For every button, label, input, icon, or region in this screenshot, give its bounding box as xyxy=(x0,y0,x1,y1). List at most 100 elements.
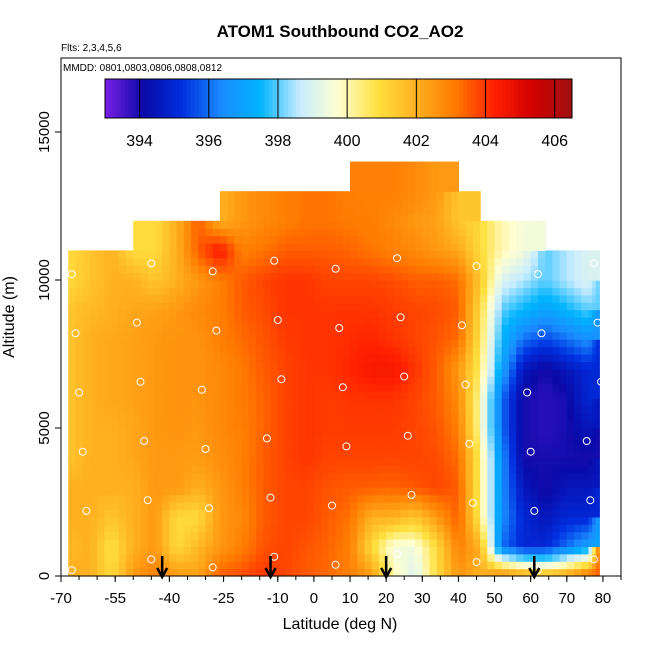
heatmap-cell xyxy=(154,539,163,547)
heatmap-cell xyxy=(501,331,510,340)
heatmap-cell xyxy=(537,257,546,266)
heatmap-cell xyxy=(465,213,474,222)
heatmap-cell xyxy=(566,509,575,518)
heatmap-cell xyxy=(118,250,127,259)
heatmap-cell xyxy=(248,243,257,251)
heatmap-cell xyxy=(487,354,496,362)
heatmap-cell xyxy=(595,398,600,407)
heatmap-cell xyxy=(191,435,199,444)
heatmap-cell xyxy=(516,435,525,444)
heatmap-cell xyxy=(581,553,590,562)
heatmap-cell xyxy=(472,531,481,540)
heatmap-cell xyxy=(480,309,488,318)
heatmap-cell xyxy=(133,294,142,303)
heatmap-cell xyxy=(574,339,582,348)
heatmap-cell xyxy=(191,502,199,510)
heatmap-cell xyxy=(566,494,575,503)
heatmap-cell xyxy=(212,220,221,229)
heatmap-cell xyxy=(494,250,503,259)
heatmap-cell xyxy=(581,361,590,370)
heatmap-cell xyxy=(559,324,568,333)
heatmap-cell xyxy=(328,398,337,407)
heatmap-cell xyxy=(407,309,416,318)
colorbar-swatch xyxy=(171,79,176,118)
heatmap-cell xyxy=(97,531,105,540)
heatmap-cell xyxy=(545,428,553,436)
heatmap-cell xyxy=(198,228,207,237)
heatmap-cell xyxy=(451,435,460,444)
heatmap-cell xyxy=(523,235,532,244)
heatmap-cell xyxy=(89,553,98,562)
heatmap-cell xyxy=(429,442,438,451)
heatmap-cell xyxy=(147,494,156,503)
heatmap-cell xyxy=(111,361,120,370)
heatmap-cell xyxy=(75,294,84,303)
heatmap-cell xyxy=(350,479,358,488)
heatmap-cell xyxy=(422,413,431,422)
heatmap-cell xyxy=(451,442,460,451)
heatmap-cell xyxy=(256,561,264,570)
heatmap-cell xyxy=(545,339,553,348)
heatmap-cell xyxy=(248,457,257,466)
heatmap-cell xyxy=(371,465,380,473)
heatmap-cell xyxy=(429,161,438,170)
heatmap-cell xyxy=(299,191,308,200)
heatmap-cell xyxy=(530,398,539,407)
heatmap-cell xyxy=(133,413,142,422)
heatmap-cell xyxy=(256,450,264,459)
heatmap-cell xyxy=(480,539,488,547)
flights-label: Flts: 2,3,4,5,6 xyxy=(61,43,122,54)
heatmap-cell xyxy=(126,420,134,429)
heatmap-cell xyxy=(436,198,445,207)
heatmap-cell xyxy=(509,235,517,244)
heatmap-cell xyxy=(248,272,257,281)
heatmap-cell xyxy=(422,169,431,177)
heatmap-cell xyxy=(537,435,546,444)
heatmap-cell xyxy=(357,183,366,192)
heatmap-cell xyxy=(592,487,597,496)
heatmap-cell xyxy=(183,472,192,481)
heatmap-cell xyxy=(566,317,575,325)
heatmap-cell xyxy=(574,516,582,525)
heatmap-cell xyxy=(212,472,221,481)
heatmap-cell xyxy=(480,354,488,362)
heatmap-cell xyxy=(198,472,207,481)
heatmap-cell xyxy=(227,442,236,451)
heatmap-cell xyxy=(219,346,228,355)
heatmap-cell xyxy=(285,191,293,200)
heatmap-cell xyxy=(299,265,308,274)
heatmap-cell xyxy=(89,539,98,547)
heatmap-cell xyxy=(415,428,423,436)
heatmap-cell xyxy=(451,213,460,222)
heatmap-cell xyxy=(97,428,105,436)
heatmap-cell xyxy=(68,546,77,555)
heatmap-cell xyxy=(328,287,337,296)
heatmap-cell xyxy=(277,324,286,333)
heatmap-cell xyxy=(350,265,358,274)
heatmap-cell xyxy=(227,361,236,370)
heatmap-cell xyxy=(487,524,496,533)
heatmap-cell xyxy=(118,435,127,444)
heatmap-cell xyxy=(357,539,366,547)
heatmap-cell xyxy=(574,309,582,318)
heatmap-cell xyxy=(104,383,113,392)
colorbar-frame xyxy=(104,78,573,119)
heatmap-cell xyxy=(357,287,366,296)
heatmap-cell xyxy=(487,420,496,429)
heatmap-cell xyxy=(321,553,329,562)
heatmap-cell xyxy=(212,398,221,407)
heatmap-cell xyxy=(530,280,539,288)
sample-point xyxy=(273,316,282,324)
heatmap-cell xyxy=(592,346,597,355)
heatmap-cell xyxy=(191,472,199,481)
heatmap-cell xyxy=(335,206,344,214)
heatmap-cell xyxy=(335,376,344,385)
heatmap-cell xyxy=(306,546,315,555)
heatmap-cell xyxy=(321,331,329,340)
heatmap-cell xyxy=(241,546,250,555)
heatmap-cell xyxy=(162,339,170,348)
heatmap-cell xyxy=(97,539,105,547)
heatmap-cell xyxy=(357,206,366,214)
heatmap-cell xyxy=(321,220,329,229)
heatmap-cell xyxy=(133,383,142,392)
